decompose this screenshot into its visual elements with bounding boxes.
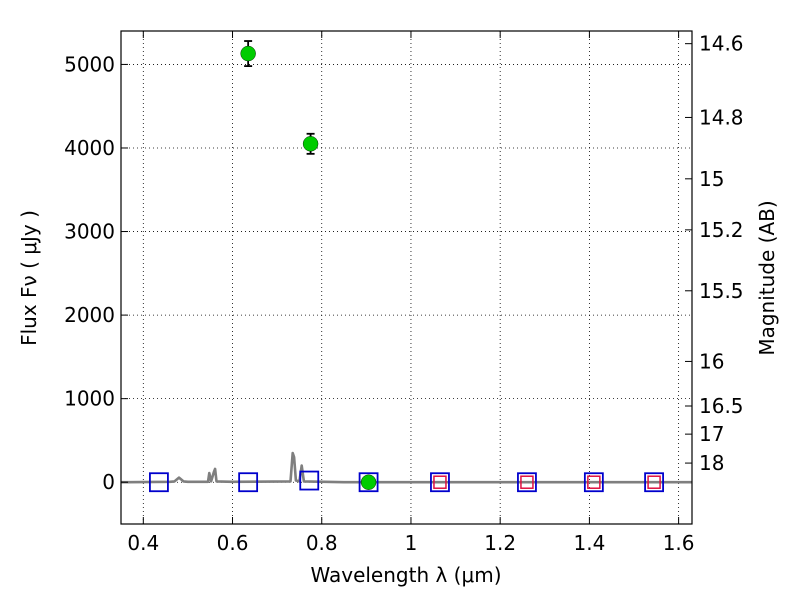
x-axis-label: Wavelength λ (μm) [310, 563, 501, 587]
mag-tick-label: 14.6 [699, 32, 744, 56]
mag-tick-label: 15.5 [699, 279, 744, 303]
model-spectrum-line [120, 451, 692, 484]
x-tick-label: 0.8 [306, 531, 338, 555]
x-tick-label: 1.6 [663, 531, 695, 555]
y-tick-label: 2000 [64, 303, 115, 327]
mag-tick-label: 17 [699, 422, 724, 446]
model-box [299, 470, 320, 491]
y-axis-label: Flux Fν ( μJy ) [17, 210, 41, 346]
mag-tick-label: 18 [699, 451, 724, 475]
model-box [149, 472, 169, 493]
model-box [358, 472, 379, 493]
mag-tick-label: 14.8 [699, 105, 744, 129]
model-spectrum-layer [120, 451, 692, 484]
x-tick-label: 1.2 [484, 531, 516, 555]
model-box [583, 472, 604, 493]
mag-tick-label: 15.2 [699, 218, 744, 242]
x-tick-label: 0.6 [217, 531, 249, 555]
nir-box [587, 475, 601, 489]
model-box [644, 472, 664, 493]
mag-tick-label: 16 [699, 349, 724, 373]
y-tick-label: 1000 [64, 387, 115, 411]
model-box [517, 472, 537, 493]
grid-lines [121, 31, 692, 524]
y-axis-label-right: Magnitude (AB) [755, 200, 779, 355]
observed-point [302, 136, 319, 152]
model-box [430, 472, 450, 493]
y-tick-label: 0 [102, 470, 115, 494]
y-tick-label: 5000 [64, 52, 115, 76]
mag-tick-label: 15 [699, 167, 724, 191]
observed-point [240, 45, 256, 62]
x-tick-label: 1 [405, 531, 418, 555]
tick-labels: 0.4 0.6 0.8 1 1.2 1.4 1.6 0 1000 2000 3000 4000 5000… [64, 32, 743, 555]
data-marks [149, 40, 664, 493]
mag-tick-label: 16.5 [699, 394, 744, 418]
nir-box [520, 475, 534, 489]
x-tick-label: 0.4 [127, 531, 159, 555]
axis-ticks [121, 31, 692, 524]
x-tick-label: 1.4 [573, 531, 605, 555]
y-tick-label: 3000 [64, 220, 115, 244]
nir-box [647, 475, 661, 489]
observed-point [360, 474, 377, 490]
nir-box [433, 475, 447, 489]
model-box [238, 472, 259, 493]
plot-frame [120, 30, 693, 525]
y-tick-label: 4000 [64, 136, 115, 160]
